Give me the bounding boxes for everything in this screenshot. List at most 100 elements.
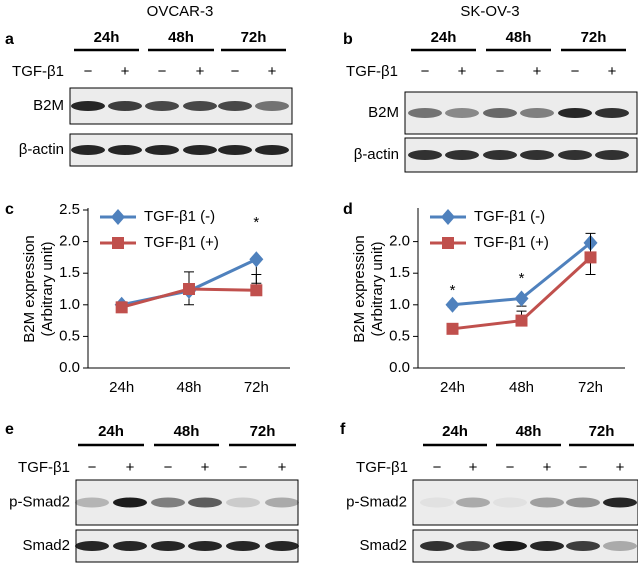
band	[530, 497, 564, 508]
y-tick-label: 0.5	[59, 327, 80, 344]
panel-letter: f	[340, 421, 346, 438]
band	[218, 145, 252, 155]
sign: −	[506, 459, 515, 476]
band	[113, 541, 147, 551]
sign: +	[278, 459, 287, 476]
marker	[514, 290, 529, 307]
band	[456, 497, 490, 508]
sign: +	[268, 63, 277, 80]
panel-letter: a	[5, 31, 14, 48]
band	[483, 150, 517, 160]
sign: +	[201, 459, 210, 476]
band	[493, 497, 527, 508]
band	[218, 101, 252, 111]
sign: −	[158, 63, 167, 80]
time-label: 24h	[98, 423, 124, 440]
band	[71, 101, 105, 111]
sign: −	[231, 63, 240, 80]
y-axis-label: B2M expression	[351, 235, 368, 343]
band	[595, 108, 629, 118]
treatment-label: TGF-β1	[12, 63, 64, 80]
band	[520, 150, 554, 160]
legend-label: TGF-β1 (-)	[144, 208, 215, 225]
y-tick-label: 0.0	[59, 359, 80, 376]
time-label: 72h	[250, 423, 276, 440]
band	[566, 541, 600, 551]
x-tick-label: 48h	[509, 379, 534, 396]
y-tick-label: 0.5	[389, 327, 410, 344]
panel-letter: b	[343, 31, 353, 48]
marker	[445, 296, 460, 313]
band	[603, 497, 637, 508]
sign: +	[196, 63, 205, 80]
band	[445, 108, 479, 118]
y-tick-label: 1.0	[59, 296, 80, 313]
sign: +	[121, 63, 130, 80]
y-axis-label: (Arbitrary unit)	[369, 241, 386, 336]
time-label: 72h	[241, 29, 267, 46]
sign: −	[496, 63, 505, 80]
band	[255, 101, 289, 111]
band	[493, 541, 527, 551]
band	[530, 541, 564, 551]
marker	[584, 251, 597, 264]
row-label: β-actin	[354, 146, 399, 163]
band	[151, 541, 185, 551]
time-label: 24h	[94, 29, 120, 46]
row-label: Smad2	[359, 537, 407, 554]
sign: −	[84, 63, 93, 80]
band	[71, 145, 105, 155]
x-tick-label: 48h	[176, 379, 201, 396]
annotation: *	[450, 282, 456, 299]
band	[145, 145, 179, 155]
time-label: 48h	[174, 423, 200, 440]
sign: +	[469, 459, 478, 476]
treatment-label: TGF-β1	[356, 459, 408, 476]
band	[188, 497, 222, 508]
marker	[515, 314, 528, 327]
band	[520, 108, 554, 118]
sign: −	[88, 459, 97, 476]
legend-label: TGF-β1 (+)	[474, 234, 549, 251]
sign: +	[458, 63, 467, 80]
band	[265, 541, 299, 551]
y-tick-label: 2.0	[389, 233, 410, 250]
sign: −	[433, 459, 442, 476]
band	[226, 541, 260, 551]
band	[255, 145, 289, 155]
blot-image	[75, 479, 299, 526]
x-tick-label: 24h	[440, 379, 465, 396]
time-label: 72h	[589, 423, 615, 440]
band	[188, 541, 222, 551]
band	[113, 497, 147, 508]
x-tick-label: 24h	[109, 379, 134, 396]
sign: +	[543, 459, 552, 476]
treatment-label: TGF-β1	[346, 63, 398, 80]
marker	[249, 251, 264, 268]
band	[558, 150, 592, 160]
time-label: 24h	[442, 423, 468, 440]
y-tick-label: 0.0	[389, 359, 410, 376]
sign: −	[239, 459, 248, 476]
y-axis-label: (Arbitrary unit)	[39, 241, 56, 336]
panel-title: SK-OV-3	[460, 3, 519, 20]
row-label: B2M	[368, 104, 399, 121]
annotation: *	[253, 214, 259, 231]
legend-marker	[112, 237, 124, 249]
panel-letter: c	[5, 201, 14, 218]
blot-image	[412, 479, 638, 526]
y-axis-label: B2M expression	[21, 235, 38, 343]
marker	[446, 322, 459, 335]
band	[566, 497, 600, 508]
band	[151, 497, 185, 508]
annotation: *	[519, 270, 525, 287]
sign: −	[579, 459, 588, 476]
y-tick-label: 1.5	[389, 264, 410, 281]
band	[226, 497, 260, 508]
band	[420, 541, 454, 551]
band	[75, 497, 109, 508]
band	[145, 101, 179, 111]
sign: −	[164, 459, 173, 476]
time-label: 48h	[168, 29, 194, 46]
